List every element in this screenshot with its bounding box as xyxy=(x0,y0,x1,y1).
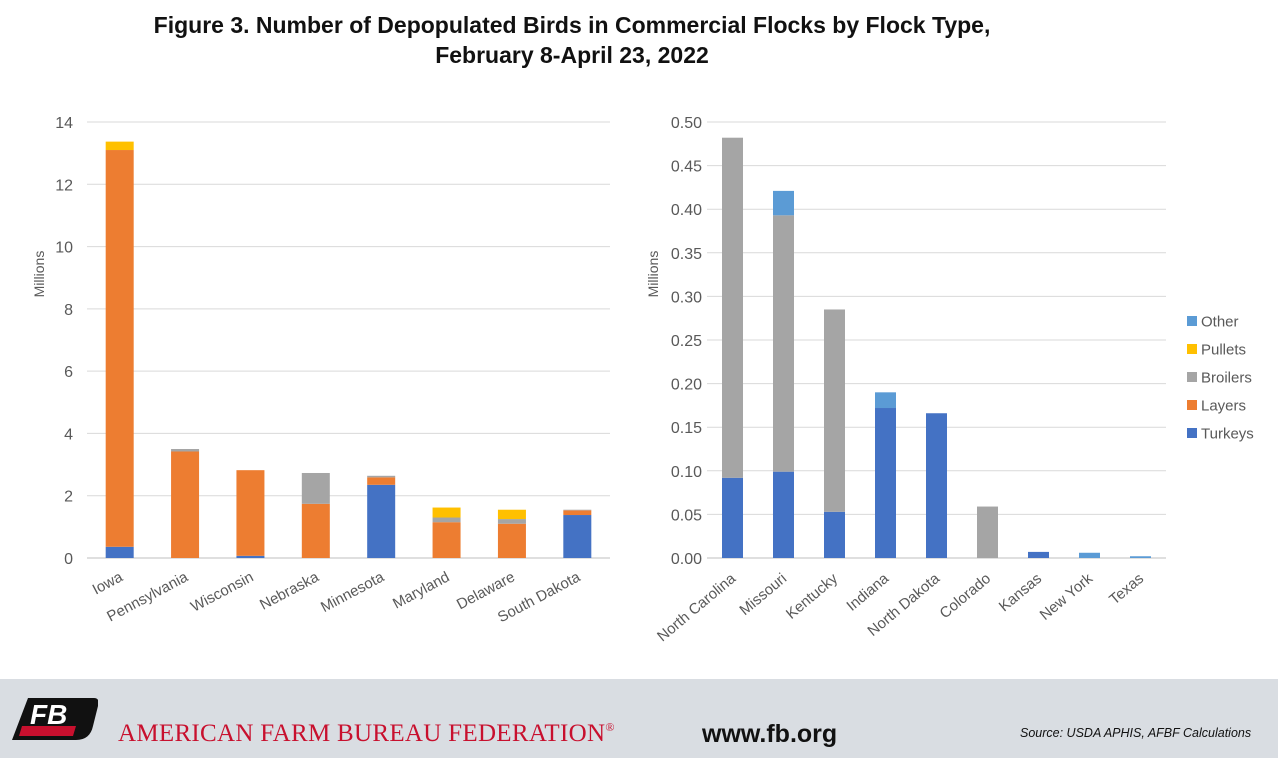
y-tick-label: 0.45 xyxy=(671,159,702,176)
y-tick-label: 0.40 xyxy=(671,202,702,219)
chart-1: 02468101214MillionsIowaPennsylvaniaWisco… xyxy=(31,115,610,626)
legend-swatch xyxy=(1187,400,1197,410)
bar-segment xyxy=(497,519,526,524)
bar-segment xyxy=(432,507,461,518)
farm-bureau-logo-icon: FB xyxy=(12,698,98,740)
x-tick-label: Kansas xyxy=(996,570,1045,615)
y-axis-label: Millions xyxy=(31,251,47,298)
bar-segment xyxy=(926,413,947,558)
website-url[interactable]: www.fb.org xyxy=(702,720,838,748)
y-tick-label: 0.50 xyxy=(671,115,702,132)
legend-swatch xyxy=(1187,372,1197,382)
charts-canvas: 02468101214MillionsIowaPennsylvaniaWisco… xyxy=(31,115,1254,645)
y-axis-label: Millions xyxy=(645,251,661,298)
x-tick-label: Texas xyxy=(1106,570,1147,608)
bar-segment xyxy=(171,449,200,452)
bar-segment xyxy=(497,509,526,520)
bar-segment xyxy=(432,522,461,558)
y-tick-label: 2 xyxy=(64,489,73,506)
bar-segment xyxy=(301,472,330,504)
legend-label: Layers xyxy=(1201,398,1246,415)
bar-segment xyxy=(171,451,200,558)
bar-segment xyxy=(236,555,265,558)
bar-segment xyxy=(722,137,743,478)
legend-label: Pullets xyxy=(1201,342,1246,359)
bar-segment xyxy=(773,215,794,472)
bar-segment xyxy=(236,470,265,556)
legend-label: Broilers xyxy=(1201,370,1252,387)
chart-title-line-1: Figure 3. Number of Depopulated Birds in… xyxy=(153,12,991,38)
footer-bar: FB AMERICAN FARM BUREAU FEDERATION® www.… xyxy=(0,679,1278,758)
y-tick-label: 0.35 xyxy=(671,246,702,263)
bar-segment xyxy=(105,141,134,151)
y-tick-label: 0.10 xyxy=(671,464,702,481)
bar-segment xyxy=(1079,552,1100,558)
y-tick-label: 8 xyxy=(64,302,73,319)
bar-segment xyxy=(563,515,592,558)
organization-text: AMERICAN FARM BUREAU FEDERATION xyxy=(118,720,606,747)
bar-segment xyxy=(977,506,998,558)
y-tick-label: 0.05 xyxy=(671,507,702,524)
legend-swatch xyxy=(1187,316,1197,326)
y-tick-label: 0 xyxy=(64,551,73,568)
x-tick-label: New York xyxy=(1037,570,1097,624)
x-tick-label: Indiana xyxy=(843,570,892,615)
bar-segment xyxy=(105,546,134,558)
bar-segment xyxy=(722,477,743,558)
bar-segment xyxy=(773,190,794,216)
legend-label: Turkeys xyxy=(1201,426,1254,443)
y-tick-label: 0.30 xyxy=(671,289,702,306)
x-tick-label: Iowa xyxy=(90,568,127,598)
bar-segment xyxy=(497,523,526,558)
bar-segment xyxy=(1130,556,1151,558)
x-tick-label: Wisconsin xyxy=(188,569,256,616)
organization-name: AMERICAN FARM BUREAU FEDERATION® xyxy=(118,720,615,748)
y-tick-label: 4 xyxy=(64,426,73,443)
y-tick-label: 12 xyxy=(55,177,73,194)
registered-mark: ® xyxy=(605,720,615,734)
legend-label: Other xyxy=(1201,314,1239,331)
y-tick-label: 0.00 xyxy=(671,551,702,568)
y-tick-label: 0.15 xyxy=(671,420,702,437)
bar-segment xyxy=(563,510,592,516)
x-tick-label: Colorado xyxy=(937,570,995,622)
x-tick-label: Maryland xyxy=(390,569,452,613)
bar-segment xyxy=(773,471,794,558)
y-tick-label: 0.20 xyxy=(671,377,702,394)
bar-segment xyxy=(367,475,396,478)
bar-segment xyxy=(824,309,845,512)
y-tick-label: 10 xyxy=(55,240,73,257)
bar-segment xyxy=(875,392,896,409)
legend-swatch xyxy=(1187,344,1197,354)
source-note: Source: USDA APHIS, AFBF Calculations xyxy=(1020,726,1252,740)
bar-segment xyxy=(367,477,396,485)
x-tick-label: Nebraska xyxy=(257,568,322,613)
chart-title-line-2: February 8-April 23, 2022 xyxy=(435,42,709,68)
bar-segment xyxy=(105,150,134,547)
bar-segment xyxy=(432,517,461,523)
x-tick-label: Kentucky xyxy=(783,570,842,623)
legend-swatch xyxy=(1187,428,1197,438)
bar-segment xyxy=(1028,551,1049,558)
bar-segment xyxy=(875,408,896,558)
chart-2: 0.00 0.05 0.10 0.15 0.20 0.25 0.30 0.35 0.40 0.45… xyxy=(645,115,1166,645)
logo-letters: FB xyxy=(30,699,67,730)
y-tick-label: 6 xyxy=(64,364,73,381)
bar-segment xyxy=(824,511,845,558)
legend: Other Pullets Broilers Layers Turkeys xyxy=(1187,314,1254,443)
y-tick-label: 14 xyxy=(55,115,73,132)
x-tick-label: Missouri xyxy=(736,570,790,619)
x-tick-label: North Carolina xyxy=(654,570,740,646)
bar-segment xyxy=(367,484,396,558)
bar-segment xyxy=(563,509,592,511)
x-tick-label: Minnesota xyxy=(318,568,388,616)
y-tick-label: 0.25 xyxy=(671,333,702,350)
bar-segment xyxy=(301,503,330,558)
